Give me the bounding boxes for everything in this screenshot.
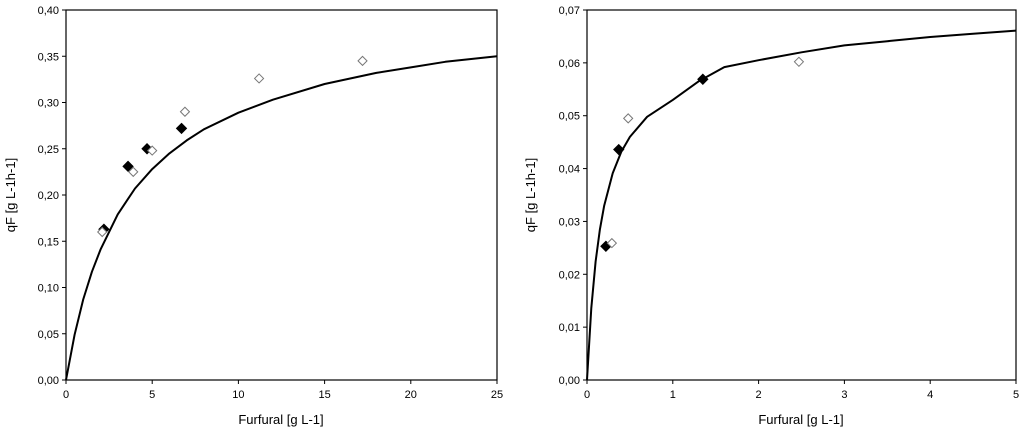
plot-frame: [586, 9, 1017, 381]
filled-diamond-point: [697, 73, 709, 85]
x-axis-label: Furfural [g L-1]: [758, 412, 843, 427]
right-chart-panel: Furfural [g L-1] qF [g L-1h-1] 0,00 0,01 0…: [523, 5, 1019, 427]
fit-curve: [586, 29, 1017, 381]
x-tick-label: 25: [491, 389, 503, 401]
y-tick-label: 0,30: [38, 98, 59, 110]
y-tick-label: 0,20: [38, 190, 59, 202]
x-tick-label: 3: [841, 389, 847, 401]
filled-diamond-point: [175, 122, 188, 135]
open-diamond-point: [606, 237, 618, 249]
y-tick-label: 0,06: [559, 58, 580, 70]
x-axis-label: Furfural [g L-1]: [238, 412, 323, 427]
open-diamond-point: [128, 166, 139, 178]
open-diamond-point: [179, 106, 191, 117]
y-tick-label: 0,04: [559, 164, 580, 176]
x-tick-label: 0: [584, 389, 590, 401]
y-axis-label: qF [g L-1h-1]: [3, 158, 18, 232]
x-tick-label: 2: [756, 389, 762, 401]
fit-curve: [65, 55, 498, 381]
x-tick-label: 5: [149, 389, 155, 401]
y-tick-label: 0,01: [559, 322, 580, 334]
open-diamond-point: [357, 55, 368, 67]
x-tick-label: 0: [63, 389, 69, 401]
y-tick-label: 0,02: [559, 269, 580, 281]
y-tick-label: 0,07: [559, 5, 580, 17]
x-tick-label: 15: [318, 389, 330, 401]
y-tick-label: 0,15: [38, 236, 59, 248]
y-tick-label: 0,35: [38, 51, 59, 63]
y-tick-label: 0,40: [38, 5, 59, 17]
open-diamond-point: [146, 145, 158, 156]
open-diamond-point: [96, 226, 108, 238]
y-tick-label: 0,05: [38, 329, 59, 341]
filled-diamond-point: [613, 143, 625, 156]
x-tick-label: 20: [405, 389, 417, 401]
y-tick-label: 0,25: [38, 144, 59, 156]
y-axis-label: qF [g L-1h-1]: [523, 158, 538, 232]
open-diamond-point: [793, 56, 805, 68]
x-tick-label: 1: [670, 389, 676, 401]
filled-diamond-point: [122, 160, 134, 173]
y-tick-label: 0,03: [559, 216, 580, 228]
x-tick-label: 5: [1013, 389, 1019, 401]
y-tick-label: 0,05: [559, 111, 580, 123]
open-diamond-point: [253, 73, 265, 84]
y-tick-label: 0,00: [38, 375, 59, 387]
left-chart-panel: Furfural [g L-1] qF [g L-1h-1] 0,00 0,05 0…: [3, 5, 503, 427]
x-tick-label: 4: [927, 389, 933, 401]
y-tick-label: 0,00: [559, 375, 580, 387]
y-tick-label: 0,10: [38, 283, 59, 295]
x-tick-label: 10: [232, 389, 244, 401]
open-diamond-point: [622, 113, 634, 124]
